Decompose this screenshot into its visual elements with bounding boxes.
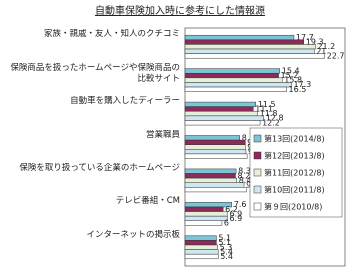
- bar: [184, 168, 237, 174]
- bar: [184, 235, 217, 241]
- bar: [184, 173, 236, 179]
- legend-label: 第９回(2010/8): [264, 202, 322, 212]
- bar: [184, 253, 219, 260]
- category-label: テレビ番組・CM: [115, 196, 180, 207]
- bar: [184, 68, 281, 74]
- value-label: 7.6: [234, 200, 247, 209]
- bar: [184, 182, 245, 188]
- value-label: 22.7: [327, 51, 345, 60]
- bar: [184, 72, 279, 79]
- bar: [184, 240, 217, 246]
- value-label: 21.2: [317, 42, 335, 51]
- bar: [184, 206, 224, 212]
- bar: [184, 120, 261, 126]
- legend-label: 第13回(2014/8): [264, 134, 325, 144]
- value-label: 6.9: [229, 214, 242, 223]
- bar: [184, 101, 257, 107]
- bar: [184, 153, 248, 159]
- category-label-box: 保険商品を扱ったホームページや保険商品の比較サイト: [10, 62, 180, 84]
- bar: [184, 220, 223, 226]
- bar: [184, 249, 219, 255]
- value-label: 5.1: [218, 234, 231, 243]
- category-label: インターネットの掲示板: [86, 229, 180, 240]
- category-label-box: インターネットの掲示板: [86, 229, 180, 240]
- value-label: 6: [224, 219, 229, 228]
- value-label: 8.9: [242, 133, 255, 142]
- legend-label: 第12回(2013/8): [264, 151, 325, 161]
- bar: [184, 86, 287, 92]
- bar: [184, 48, 315, 54]
- legend-label: 第11回(2012/8): [264, 168, 325, 178]
- category-label-box: 家族・親戚・友人・知人のクチコミ: [43, 29, 180, 40]
- category-label-box: 保険を取り扱っている企業のホームページ: [19, 162, 180, 173]
- bar: [184, 135, 241, 141]
- value-label: 17.3: [293, 80, 311, 89]
- value-label: 21: [316, 47, 326, 56]
- category-label-box: 自動車を購入したディーラー: [70, 96, 180, 107]
- legend-label: 第10回(2011/8): [264, 185, 325, 195]
- bar: [184, 187, 247, 193]
- bar: [184, 53, 325, 59]
- legend-swatch: [253, 168, 262, 177]
- value-label: 19.3: [306, 38, 324, 47]
- bar: [184, 177, 237, 183]
- bar: [184, 44, 316, 50]
- bar: [184, 149, 247, 155]
- value-label: 8.4: [239, 176, 252, 185]
- bar: [184, 82, 292, 88]
- category-label: 営業職員: [145, 129, 180, 140]
- chart-title: 自動車保険加入時に参考にした情報源: [95, 4, 265, 17]
- bar: [184, 111, 258, 117]
- value-label: 15.2: [281, 71, 299, 80]
- value-label: 15.8: [284, 76, 302, 85]
- category-label-box: 営業職員: [145, 129, 180, 140]
- category-label-box: テレビ番組・CM: [115, 196, 180, 207]
- category-label: 保険を取り扱っている企業のホームページ: [19, 162, 180, 173]
- value-label: 8.3: [238, 167, 251, 176]
- value-label: 5.1: [218, 238, 231, 247]
- bar: [184, 144, 246, 150]
- legend-swatch: [253, 134, 262, 143]
- bar: [184, 106, 254, 112]
- bar: [184, 77, 283, 83]
- bar: [184, 215, 228, 222]
- value-label: 5.3: [220, 243, 233, 252]
- value-label: 6.9: [229, 209, 242, 218]
- bar: [184, 115, 265, 121]
- value-label: 12.2: [262, 118, 280, 127]
- value-label: 8.2: [237, 171, 250, 180]
- value-label: 11.1: [255, 104, 273, 113]
- category-label: 自動車を購入したディーラー: [70, 96, 180, 107]
- value-label: 5.4: [220, 252, 233, 261]
- value-label: 17.7: [296, 33, 314, 42]
- legend-swatch: [253, 185, 262, 194]
- legend-frame: [249, 127, 343, 218]
- legend-swatch: [253, 151, 262, 160]
- legend-swatch: [253, 202, 262, 211]
- value-label: 15.4: [282, 66, 300, 75]
- category-label: 家族・親戚・友人・知人のクチコミ: [43, 29, 180, 40]
- value-label: 5.4: [220, 247, 233, 256]
- value-label: 16.5: [289, 85, 307, 94]
- bar: [184, 34, 295, 41]
- bar: [184, 211, 228, 217]
- bar: [184, 244, 218, 250]
- bar: [184, 139, 246, 145]
- value-label: 12.8: [266, 114, 284, 123]
- value-label: 6.2: [225, 205, 238, 214]
- category-label: 保険商品を扱ったホームページや保険商品の比較サイト: [10, 62, 180, 84]
- value-label: 11.8: [260, 109, 278, 118]
- value-label: 11.5: [258, 100, 276, 109]
- bar: [184, 39, 305, 45]
